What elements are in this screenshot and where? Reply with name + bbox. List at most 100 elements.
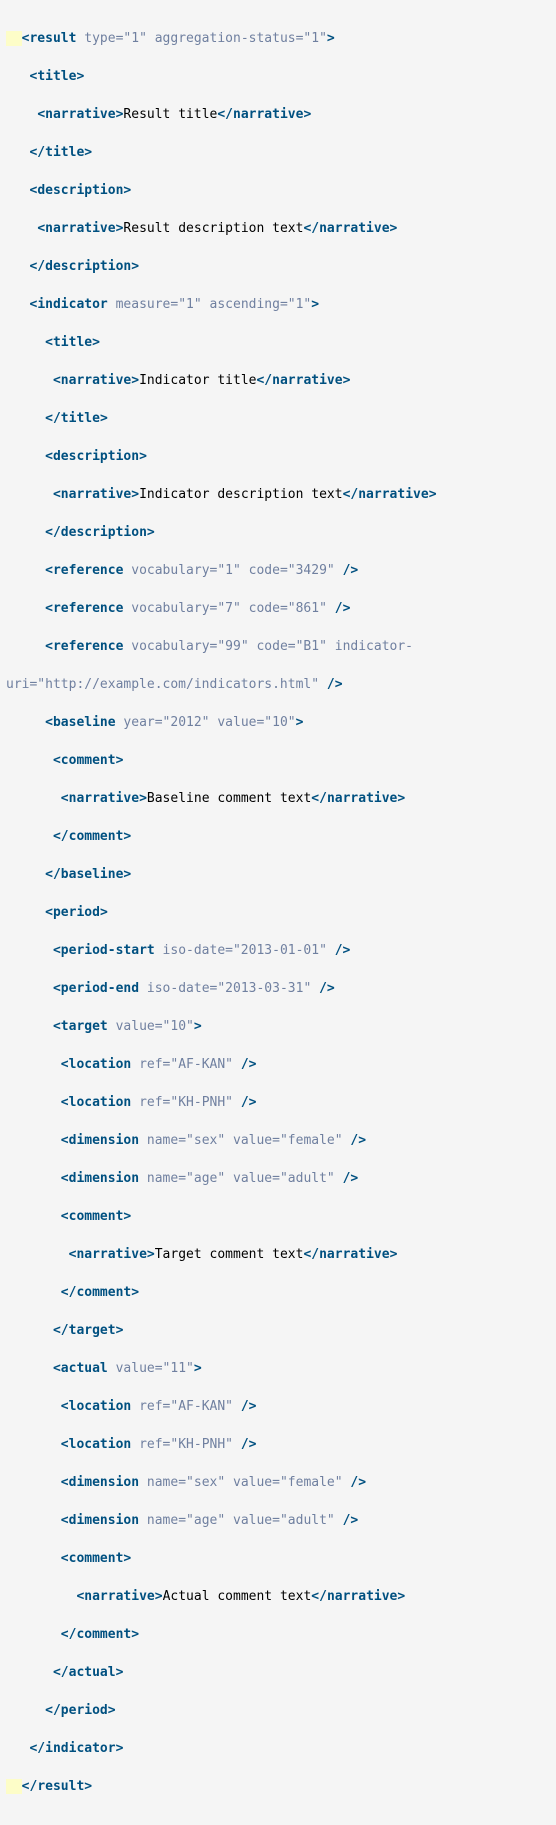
tag: <narrative> xyxy=(61,791,147,806)
tag: <comment> xyxy=(61,1209,131,1224)
tag: > xyxy=(194,1019,202,1034)
code-line: </title> xyxy=(6,143,550,162)
tag: /> xyxy=(335,1171,358,1186)
attr: vocabulary="1" code="3429" xyxy=(123,563,334,578)
code-line: <title> xyxy=(6,67,550,86)
tag: <narrative> xyxy=(76,1589,162,1604)
tag: <location xyxy=(61,1437,131,1452)
code-line: uri="http://example.com/indicators.html"… xyxy=(6,675,550,694)
tag: </actual> xyxy=(53,1665,123,1680)
code-line: <period-end iso-date="2013-03-31" /> xyxy=(6,979,550,998)
tag: </narrative> xyxy=(217,107,311,122)
code-line: <target value="10"> xyxy=(6,1017,550,1036)
text: Result title xyxy=(123,107,217,122)
tag: </narrative> xyxy=(256,373,350,388)
text: Target comment text xyxy=(155,1247,304,1262)
tag: <dimension xyxy=(61,1513,139,1528)
code-line: <description> xyxy=(6,181,550,200)
attr: ref="KH-PNH" xyxy=(131,1437,233,1452)
highlight xyxy=(6,1779,22,1794)
attr: type="1" aggregation-status="1" xyxy=(76,31,326,46)
tag: <location xyxy=(61,1399,131,1414)
code-line: <title> xyxy=(6,333,550,352)
code-line: <baseline year="2012" value="10"> xyxy=(6,713,550,732)
tag: <title> xyxy=(29,69,84,84)
tag: <title> xyxy=(45,335,100,350)
tag: /> xyxy=(343,1475,366,1490)
attr: vocabulary="7" code="861" xyxy=(123,601,327,616)
code-line: <reference vocabulary="7" code="861" /> xyxy=(6,599,550,618)
code-line: <reference vocabulary="1" code="3429" /> xyxy=(6,561,550,580)
code-line: <location ref="AF-KAN" /> xyxy=(6,1397,550,1416)
tag: <description> xyxy=(29,183,131,198)
tag: <reference xyxy=(45,639,123,654)
tag: <dimension xyxy=(61,1133,139,1148)
attr: ref="AF-KAN" xyxy=(131,1399,233,1414)
tag: <period-end xyxy=(53,981,139,996)
tag: </narrative> xyxy=(311,791,405,806)
code-line: </actual> xyxy=(6,1663,550,1682)
tag: </comment> xyxy=(61,1285,139,1300)
code-line: </title> xyxy=(6,409,550,428)
tag: /> xyxy=(233,1057,256,1072)
code-line: <actual value="11"> xyxy=(6,1359,550,1378)
text: Baseline comment text xyxy=(147,791,311,806)
tag: <reference xyxy=(45,563,123,578)
tag: /> xyxy=(335,1513,358,1528)
tag: <narrative> xyxy=(69,1247,155,1262)
tag: > xyxy=(296,715,304,730)
tag: /> xyxy=(233,1399,256,1414)
tag: </period> xyxy=(45,1703,115,1718)
attr: measure="1" ascending="1" xyxy=(108,297,312,312)
text: Result description text xyxy=(123,221,303,236)
tag: <narrative> xyxy=(53,373,139,388)
attr: iso-date="2013-03-31" xyxy=(139,981,311,996)
code-line: <narrative>Actual comment text</narrativ… xyxy=(6,1587,550,1606)
tag: </target> xyxy=(53,1323,123,1338)
text: Indicator title xyxy=(139,373,256,388)
attr: ref="KH-PNH" xyxy=(131,1095,233,1110)
text: Indicator description text xyxy=(139,487,343,502)
tag: /> xyxy=(233,1095,256,1110)
tag: /> xyxy=(319,677,342,692)
attr: value="10" xyxy=(108,1019,194,1034)
code-line: <period> xyxy=(6,903,550,922)
tag: </narrative> xyxy=(303,221,397,236)
tag: <comment> xyxy=(53,753,123,768)
tag: <indicator xyxy=(29,297,107,312)
attr: value="11" xyxy=(108,1361,194,1376)
tag: <dimension xyxy=(61,1171,139,1186)
code-line: <dimension name="sex" value="female" /> xyxy=(6,1131,550,1150)
code-line: <comment> xyxy=(6,1549,550,1568)
tag: </baseline> xyxy=(45,867,131,882)
tag: </narrative> xyxy=(303,1247,397,1262)
code-line: <reference vocabulary="99" code="B1" ind… xyxy=(6,637,550,656)
tag: <location xyxy=(61,1057,131,1072)
tag: <location xyxy=(61,1095,131,1110)
tag: /> xyxy=(311,981,334,996)
code-line: </description> xyxy=(6,523,550,542)
tag: /> xyxy=(233,1437,256,1452)
tag: <narrative> xyxy=(37,107,123,122)
code-line: </comment> xyxy=(6,827,550,846)
code-line: <location ref="KH-PNH" /> xyxy=(6,1093,550,1112)
code-line: <narrative>Target comment text</narrativ… xyxy=(6,1245,550,1264)
tag: </comment> xyxy=(53,829,131,844)
code-line: <narrative>Result description text</narr… xyxy=(6,219,550,238)
code-line: <dimension name="age" value="adult" /> xyxy=(6,1511,550,1530)
xml-code-block: <result type="1" aggregation-status="1" >… xyxy=(0,0,556,1825)
code-line: </period> xyxy=(6,1701,550,1720)
tag: <result xyxy=(22,31,77,46)
tag: <reference xyxy=(45,601,123,616)
code-line: <dimension name="sex" value="female" /> xyxy=(6,1473,550,1492)
tag: /> xyxy=(327,601,350,616)
highlight xyxy=(6,31,22,46)
attr: name="sex" value="female" xyxy=(139,1475,343,1490)
code-line: <narrative>Indicator description text</n… xyxy=(6,485,550,504)
code-line: <narrative>Baseline comment text</narrat… xyxy=(6,789,550,808)
code-line: <indicator measure="1" ascending="1"> xyxy=(6,295,550,314)
attr: uri="http://example.com/indicators.html" xyxy=(6,677,319,692)
attr: year="2012" value="10" xyxy=(116,715,296,730)
code-line: <comment> xyxy=(6,1207,550,1226)
tag: </narrative> xyxy=(343,487,437,502)
